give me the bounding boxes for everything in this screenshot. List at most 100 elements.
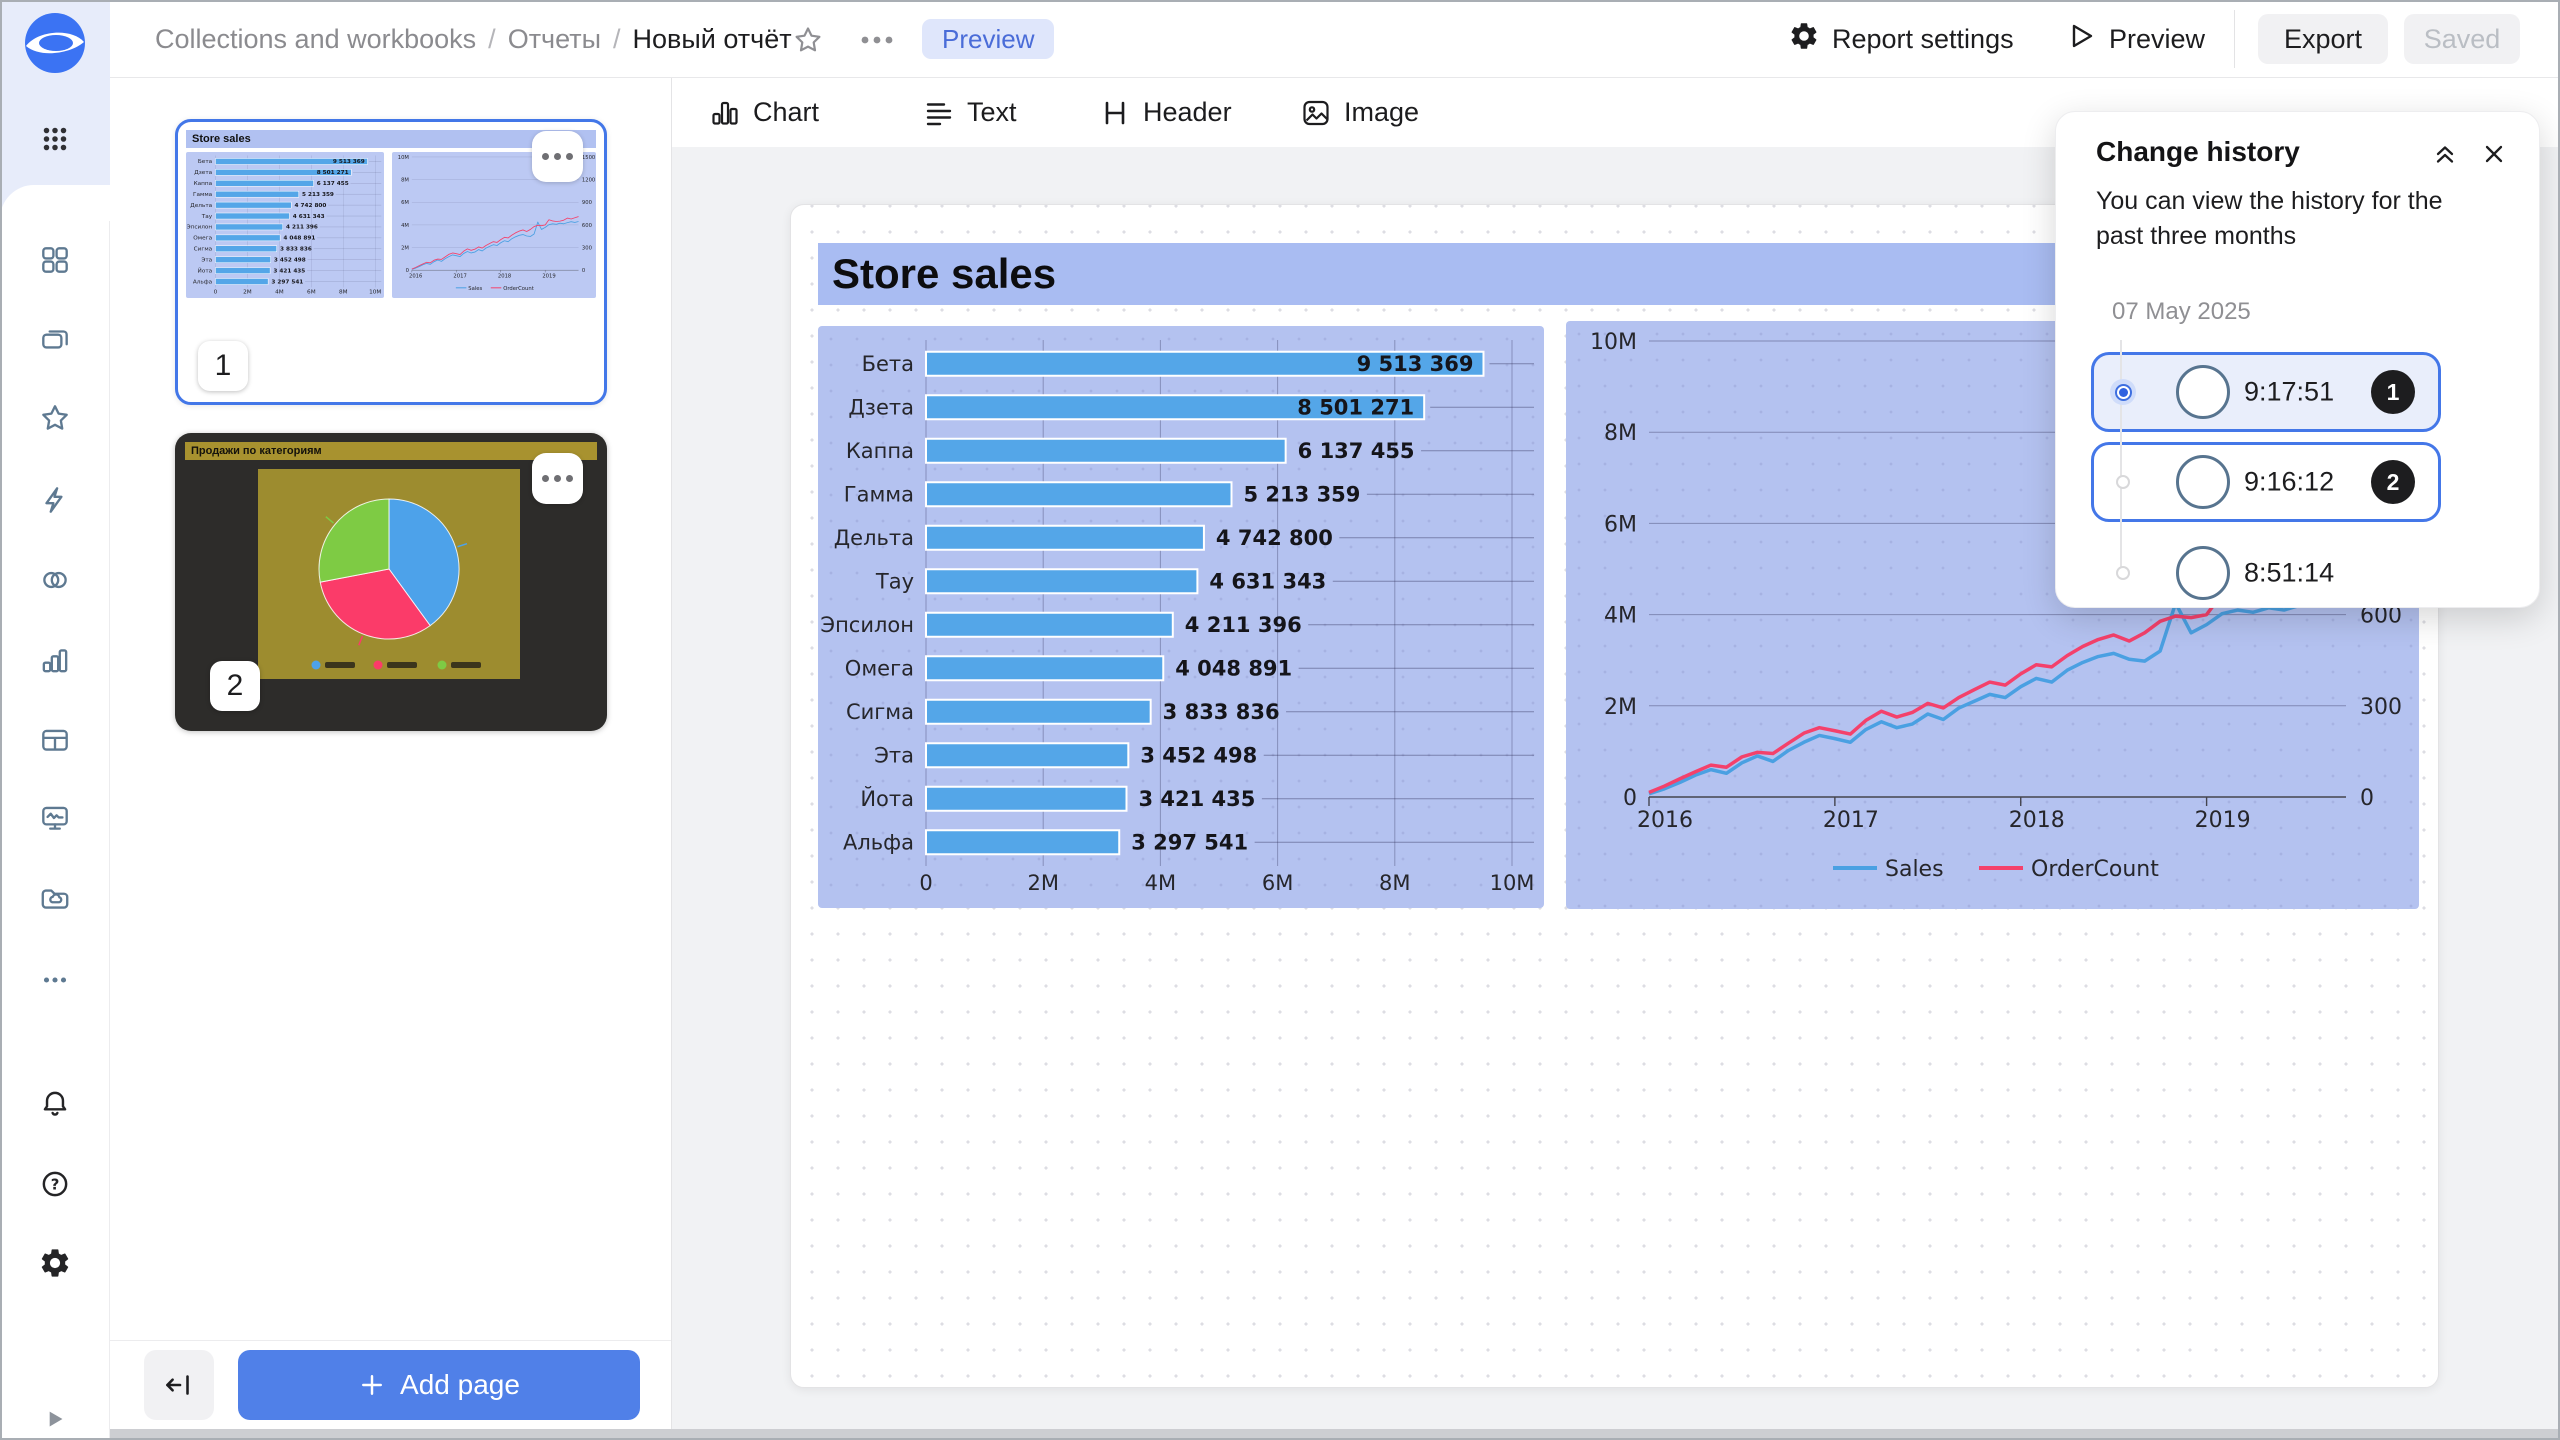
sidebar-item-dashboards-icon[interactable] xyxy=(38,801,72,835)
svg-text:3 297 541: 3 297 541 xyxy=(1131,830,1248,854)
settings-gear-icon[interactable] xyxy=(38,1246,72,1280)
plus-icon xyxy=(362,1375,383,1395)
page-thumbnail-1[interactable]: Store sales 9 513 369 Бета 8 501 271 Дзета 6… xyxy=(175,119,607,405)
bar-chart-widget[interactable]: 9 513 369 Бета 8 501 271 Дзета 6 137 455 Капп… xyxy=(818,326,1544,908)
more-actions-icon[interactable] xyxy=(857,24,897,56)
sidebar-item-datasets-icon[interactable] xyxy=(38,563,72,597)
page2-number-badge: 2 xyxy=(210,661,260,711)
sidebar-item-overview-icon[interactable] xyxy=(38,243,72,277)
breadcrumb-collections[interactable]: Collections and workbooks xyxy=(155,23,477,54)
svg-text:2016: 2016 xyxy=(409,274,423,280)
preview-button[interactable]: Preview xyxy=(2065,0,2205,78)
history-entry[interactable]: 8:51:14 xyxy=(2091,533,2441,613)
breadcrumb-separator: / xyxy=(613,23,621,54)
add-text-button[interactable]: Text xyxy=(923,78,1017,147)
favorite-star-icon[interactable] xyxy=(792,24,824,56)
svg-text:10M: 10M xyxy=(369,290,381,296)
page1-mini-dashboard: Store sales 9 513 369 Бета 8 501 271 Дзета 6… xyxy=(186,130,596,310)
datalens-logo[interactable] xyxy=(25,13,85,73)
report-settings-button[interactable]: Report settings xyxy=(1788,0,2014,78)
svg-text:8 501 271: 8 501 271 xyxy=(317,170,349,176)
svg-text:10M: 10M xyxy=(1590,330,1637,355)
help-icon[interactable]: ? xyxy=(38,1167,72,1201)
radio-unselected[interactable] xyxy=(2116,566,2130,580)
radio-selected[interactable] xyxy=(2110,379,2136,405)
svg-text:Дзета: Дзета xyxy=(848,395,914,419)
add-page-button[interactable]: Add page xyxy=(238,1350,640,1420)
svg-text:4M: 4M xyxy=(275,290,284,296)
svg-text:4 631 343: 4 631 343 xyxy=(1209,569,1326,593)
svg-text:Sales: Sales xyxy=(468,286,482,292)
page1-menu-icon[interactable] xyxy=(532,131,583,182)
sidebar-item-tables-icon[interactable] xyxy=(38,723,72,757)
top-bar: Collections and workbooks / Отчеты / Нов… xyxy=(110,0,2560,78)
svg-text:2018: 2018 xyxy=(2009,808,2065,833)
svg-text:0: 0 xyxy=(214,290,218,296)
sidebar-item-connections-icon[interactable] xyxy=(38,483,72,517)
history-entry-badge: 2 xyxy=(2371,460,2415,504)
svg-text:6M: 6M xyxy=(1262,871,1293,895)
rail-curve xyxy=(0,185,110,221)
report-settings-gear-icon xyxy=(1788,20,1820,59)
sidebar-item-favorites-icon[interactable] xyxy=(38,401,72,435)
svg-text:Гамма: Гамма xyxy=(193,192,212,198)
preview-mode-badge[interactable]: Preview xyxy=(922,19,1055,59)
history-entry[interactable]: 9:16:12 2 xyxy=(2091,442,2441,522)
svg-text:?: ? xyxy=(51,1175,60,1193)
report-settings-label: Report settings xyxy=(1832,23,2014,54)
svg-text:6 137 455: 6 137 455 xyxy=(317,181,349,187)
image-icon xyxy=(1303,100,1329,125)
pages-panel: Store sales 9 513 369 Бета 8 501 271 Дзета 6… xyxy=(110,78,672,1440)
svg-text:4 211 396: 4 211 396 xyxy=(286,225,318,231)
page-title: Store sales xyxy=(832,250,1057,297)
svg-text:2019: 2019 xyxy=(2195,808,2251,833)
add-image-button[interactable]: Image xyxy=(1300,78,1419,147)
svg-text:8M: 8M xyxy=(339,290,348,296)
page2-menu-icon[interactable] xyxy=(532,453,583,504)
horizontal-scrollbar[interactable] xyxy=(110,1429,2560,1440)
svg-text:10M: 10M xyxy=(398,155,410,161)
svg-text:3 421 435: 3 421 435 xyxy=(1138,787,1255,811)
history-entry-selected[interactable]: 9:17:51 1 xyxy=(2091,352,2441,432)
svg-text:Дзета: Дзета xyxy=(194,170,212,176)
sidebar-item-storage-icon[interactable] xyxy=(38,881,72,915)
sidebar-item-collections-icon[interactable] xyxy=(38,323,72,357)
page-thumbnail-2[interactable]: Продажи по категориям 2 xyxy=(175,433,607,731)
sidebar-item-more-icon[interactable] xyxy=(38,963,72,997)
sidebar-item-charts-icon[interactable] xyxy=(38,643,72,677)
svg-text:4M: 4M xyxy=(1145,871,1176,895)
svg-text:Омега: Омега xyxy=(193,236,212,242)
apps-grid-icon[interactable] xyxy=(38,122,72,156)
breadcrumb-separator: / xyxy=(488,23,496,54)
breadcrumb-reports[interactable]: Отчеты xyxy=(507,23,602,54)
page1-mini-title: Store sales xyxy=(186,130,596,148)
add-header-button[interactable]: Header xyxy=(1099,78,1232,147)
collapse-panel-button[interactable] xyxy=(144,1350,214,1420)
page2-mini-title: Продажи по категориям xyxy=(185,442,597,460)
svg-text:10M: 10M xyxy=(1490,871,1535,895)
svg-text:1200: 1200 xyxy=(582,178,596,184)
report-page-canvas[interactable]: Store sales 9 513 369 Бета 8 501 271 Дзета 6… xyxy=(790,204,2439,1388)
page2-mini-pie-chart xyxy=(258,469,520,679)
timeline-line xyxy=(2120,340,2122,573)
svg-text:OrderCount: OrderCount xyxy=(503,286,534,292)
export-button[interactable]: Export xyxy=(2258,14,2388,64)
line-chart-widget[interactable]: 002M3004M6006M9008M120010M15002016201720… xyxy=(1566,321,2419,909)
svg-text:2M: 2M xyxy=(243,290,252,296)
add-chart-button[interactable]: Chart xyxy=(709,78,819,147)
svg-text:2016: 2016 xyxy=(1637,808,1693,833)
svg-text:6 137 455: 6 137 455 xyxy=(1298,439,1415,463)
saved-button[interactable]: Saved xyxy=(2404,14,2520,64)
app-rail: ? xyxy=(0,0,110,1440)
collapse-history-icon[interactable] xyxy=(2431,140,2459,168)
svg-text:Йота: Йота xyxy=(198,268,213,275)
radio-unselected[interactable] xyxy=(2116,475,2130,489)
topbar-divider xyxy=(2234,10,2235,68)
header-icon xyxy=(1105,101,1125,124)
notifications-bell-icon[interactable] xyxy=(38,1087,72,1121)
expand-rail-icon[interactable] xyxy=(38,1402,72,1436)
svg-text:Сигма: Сигма xyxy=(194,247,213,253)
change-history-title: Change history xyxy=(2096,136,2300,167)
close-history-icon[interactable] xyxy=(2480,140,2508,168)
canvas-area: Chart Text Header Image Store sales 9 51… xyxy=(672,78,2560,1440)
